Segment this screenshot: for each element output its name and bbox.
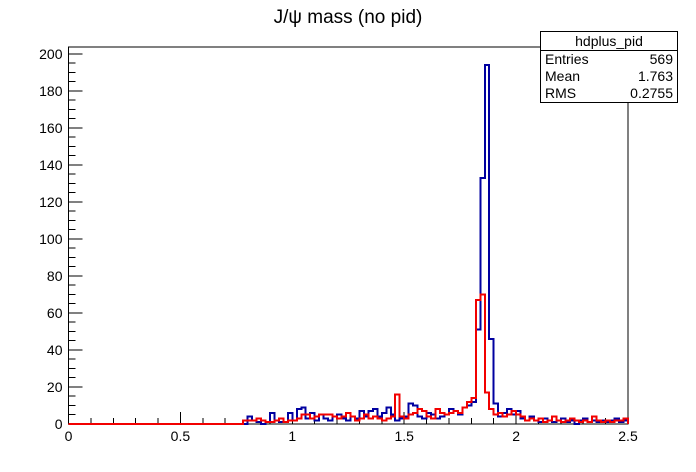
y-tick-label: 0 <box>55 416 63 432</box>
series-line-hdplus-no-pid <box>68 63 629 425</box>
stats-label-mean: Mean <box>545 68 581 84</box>
x-tick-label: 1 <box>288 428 296 444</box>
y-tick-label: 80 <box>47 268 63 284</box>
stats-label-entries: Entries <box>545 51 589 67</box>
stats-box: hdplus_pid Entries 569 Mean 1.763 RMS 0.… <box>540 31 678 103</box>
plot-frame <box>68 46 629 425</box>
stats-value-mean: 1.763 <box>637 68 673 84</box>
stats-value-rms: 0.2755 <box>630 85 673 101</box>
x-tick-label: 1.5 <box>394 428 414 444</box>
x-tick-label: 0 <box>65 428 73 444</box>
stats-value-entries: 569 <box>649 51 673 67</box>
series-line-hdplus_pid <box>68 293 629 425</box>
x-tick-label: 2 <box>512 428 520 444</box>
y-tick-label: 100 <box>39 231 63 247</box>
stats-label-rms: RMS <box>545 85 577 101</box>
x-tick-label: 2.5 <box>618 428 638 444</box>
stats-row-entries: Entries 569 <box>541 51 677 68</box>
stats-row-rms: RMS 0.2755 <box>541 85 677 102</box>
y-tick-label: 160 <box>39 120 63 136</box>
x-tick-label: 0.5 <box>171 428 191 444</box>
y-tick-label: 20 <box>47 379 63 395</box>
y-tick-label: 120 <box>39 194 63 210</box>
plot-title: J/ψ mass (no pid) <box>273 7 423 28</box>
y-tick-label: 60 <box>47 305 63 321</box>
y-tick-label: 180 <box>39 83 63 99</box>
stats-row-mean: Mean 1.763 <box>541 68 677 85</box>
stats-box-title: hdplus_pid <box>541 32 677 51</box>
y-tick-label: 140 <box>39 157 63 173</box>
y-tick-label: 200 <box>39 46 63 62</box>
y-tick-label: 40 <box>47 342 63 358</box>
